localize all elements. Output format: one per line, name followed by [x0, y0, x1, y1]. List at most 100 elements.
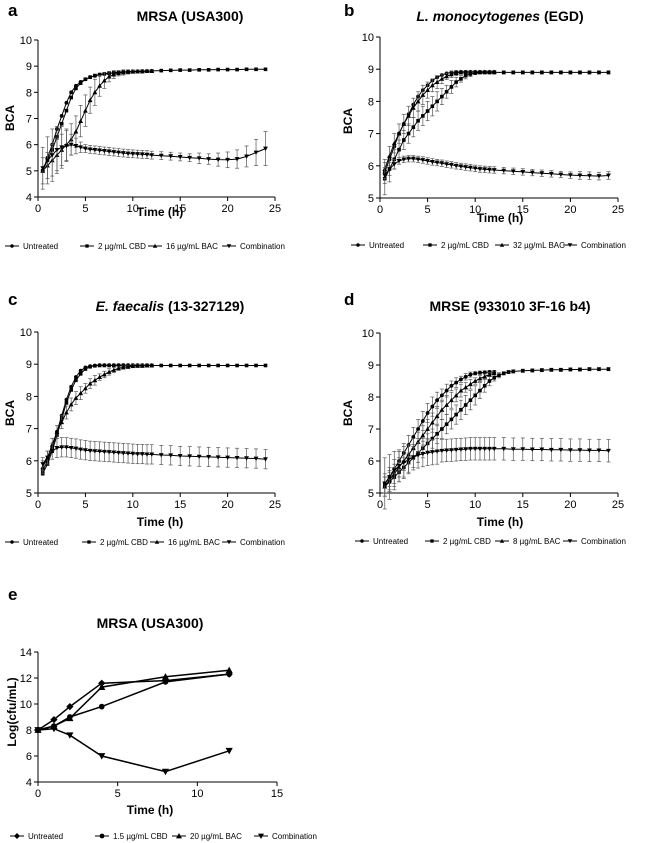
data-point: [235, 67, 239, 72]
panel-letter: e: [8, 585, 17, 604]
data-point: [101, 149, 107, 154]
data-point: [66, 703, 74, 711]
x-tick-label: 5: [425, 499, 431, 511]
legend: Untreated 2 µg/mL CBD 16 µg/mL BAC Combinat…: [5, 242, 285, 251]
data-point: [83, 77, 88, 82]
x-tick-label: 10: [127, 203, 139, 215]
data-point: [111, 450, 117, 455]
data-point: [168, 453, 174, 458]
data-point: [78, 368, 83, 373]
data-point: [415, 99, 421, 104]
legend-label: 2 µg/mL CBD: [98, 242, 146, 251]
data-point: [472, 446, 478, 452]
series-3: [40, 125, 268, 190]
data-point: [559, 70, 563, 75]
data-point: [420, 158, 426, 163]
legend-marker: [10, 244, 14, 248]
legend: Untreated 2 µg/mL CBD 16 µg/mL BAC Combinat…: [5, 538, 285, 547]
legend-label: Combination: [581, 241, 626, 250]
data-point: [587, 70, 592, 75]
legend-marker: [258, 833, 264, 839]
data-point: [139, 69, 145, 74]
y-tick-label: 4: [26, 777, 32, 789]
y-tick-label: 6: [368, 456, 374, 468]
data-point: [244, 67, 249, 72]
data-point: [406, 113, 411, 118]
data-point: [459, 77, 463, 81]
y-tick-label: 10: [20, 35, 32, 47]
legend-item: 2 µg/mL CBD: [425, 537, 491, 546]
legend-marker: [10, 540, 14, 544]
data-point: [410, 105, 416, 110]
data-point: [254, 67, 258, 72]
data-point: [463, 73, 468, 78]
data-point: [112, 363, 116, 368]
data-point: [396, 159, 402, 164]
data-point: [97, 449, 103, 454]
data-point: [568, 173, 573, 178]
data-point: [78, 372, 83, 376]
data-point: [478, 388, 482, 393]
data-point: [73, 446, 79, 451]
data-point: [235, 363, 239, 368]
data-point: [68, 446, 74, 451]
data-point: [215, 157, 221, 162]
x-tick-label: 5: [115, 788, 121, 800]
x-tick-label: 15: [174, 203, 186, 215]
legend-marker: [226, 540, 232, 545]
panel-letter: a: [8, 1, 18, 20]
data-point: [125, 151, 131, 156]
series-1: [40, 67, 268, 173]
data-point: [97, 363, 102, 368]
data-point: [491, 370, 497, 376]
legend-label: 2 µg/mL CBD: [443, 537, 491, 546]
series-2: [40, 68, 155, 185]
legend-label: 16 µg/mL BAC: [166, 242, 218, 251]
data-point: [387, 167, 392, 172]
series-line: [42, 70, 152, 172]
data-point: [144, 68, 150, 74]
data-point: [568, 448, 573, 453]
data-point: [64, 445, 69, 450]
data-point: [420, 92, 426, 97]
legend-marker: [152, 243, 158, 248]
data-point: [225, 666, 233, 674]
data-point: [263, 146, 268, 151]
data-point: [559, 368, 563, 372]
data-point: [178, 363, 182, 368]
data-point: [463, 385, 469, 390]
data-point: [98, 753, 106, 760]
data-point: [125, 69, 131, 74]
y-axis-label: BCA: [3, 105, 17, 131]
x-tick-label: 20: [221, 499, 233, 511]
y-tick-label: 6: [26, 751, 32, 763]
data-point: [434, 160, 440, 165]
data-point: [406, 156, 411, 162]
data-point: [606, 173, 611, 178]
data-point: [539, 171, 545, 176]
data-point: [206, 363, 211, 368]
series-line: [384, 71, 495, 173]
title-rest: (13-327129): [164, 298, 244, 314]
data-point: [558, 447, 564, 453]
data-point: [88, 75, 92, 79]
data-point: [135, 152, 140, 157]
data-point: [444, 448, 450, 453]
x-tick-label: 10: [469, 204, 481, 216]
data-point: [501, 446, 507, 452]
data-point: [454, 412, 458, 417]
data-point: [439, 76, 445, 81]
data-point: [225, 157, 230, 163]
series-3: [34, 725, 233, 776]
data-point: [253, 150, 259, 155]
data-point: [449, 162, 454, 168]
legend-item: Combination: [563, 241, 626, 250]
data-point: [135, 452, 140, 457]
y-tick-label: 6: [26, 456, 32, 468]
data-point: [468, 398, 473, 402]
title-italic: L. monocytogenes: [416, 8, 540, 24]
data-point: [397, 147, 401, 152]
data-point: [425, 159, 430, 164]
data-point: [98, 683, 106, 690]
